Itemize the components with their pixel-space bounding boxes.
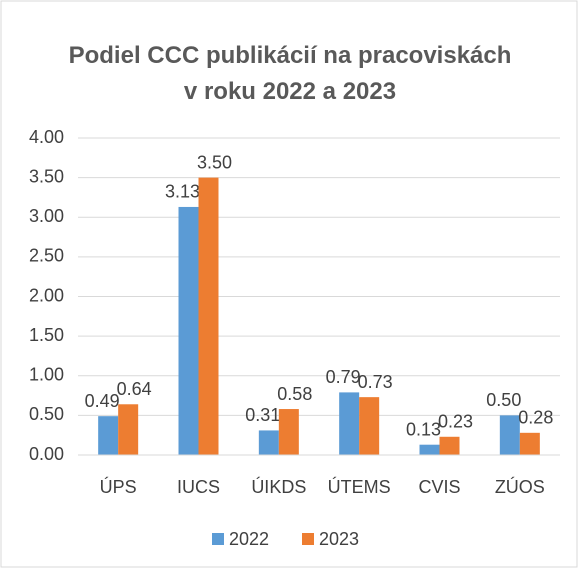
value-label: 3.13	[165, 182, 200, 202]
legend-swatch	[212, 533, 224, 545]
value-label: 3.50	[197, 152, 232, 172]
value-label: 0.79	[326, 367, 361, 387]
bar	[98, 416, 119, 455]
legend-label: 2023	[319, 529, 359, 549]
y-tick-label: 1.50	[29, 325, 64, 345]
bar	[439, 436, 460, 455]
y-tick-label: 2.50	[29, 246, 64, 266]
value-label: 0.31	[245, 405, 280, 425]
bar	[339, 392, 360, 455]
bar	[198, 177, 219, 455]
y-tick-label: 4.00	[29, 127, 64, 147]
value-label: 0.58	[277, 384, 312, 404]
x-tick-label: ZÚOS	[495, 476, 545, 497]
bar	[278, 409, 299, 455]
y-tick-label: 1.00	[29, 365, 64, 385]
value-label: 0.73	[358, 372, 393, 392]
bar	[359, 397, 380, 455]
legend-label: 2022	[229, 529, 269, 549]
bar	[419, 444, 440, 455]
bar	[499, 415, 520, 455]
bar	[258, 430, 279, 455]
chart-title: Podiel CCC publikácií na pracoviskách v …	[68, 42, 512, 105]
bar	[118, 404, 139, 455]
y-tick-label: 0.50	[29, 404, 64, 424]
bar	[519, 432, 540, 455]
value-label: 0.23	[438, 412, 473, 432]
value-label: 0.50	[486, 390, 521, 410]
x-tick-label: ÚPS	[100, 476, 137, 497]
y-tick-label: 3.50	[29, 166, 64, 186]
bar	[178, 206, 199, 455]
y-tick-label: 0.00	[29, 444, 64, 464]
x-tick-label: ÚTEMS	[328, 476, 391, 497]
y-tick-label: 2.00	[29, 285, 64, 305]
x-tick-label: CVIS	[418, 477, 460, 497]
value-label: 0.64	[117, 379, 152, 399]
x-tick-label: ÚIKDS	[251, 476, 306, 497]
y-tick-label: 3.00	[29, 206, 64, 226]
x-tick-label: IUCS	[177, 477, 220, 497]
value-label: 0.49	[85, 391, 120, 411]
legend-swatch	[302, 533, 314, 545]
value-label: 0.28	[518, 408, 553, 428]
value-label: 0.13	[406, 419, 441, 439]
